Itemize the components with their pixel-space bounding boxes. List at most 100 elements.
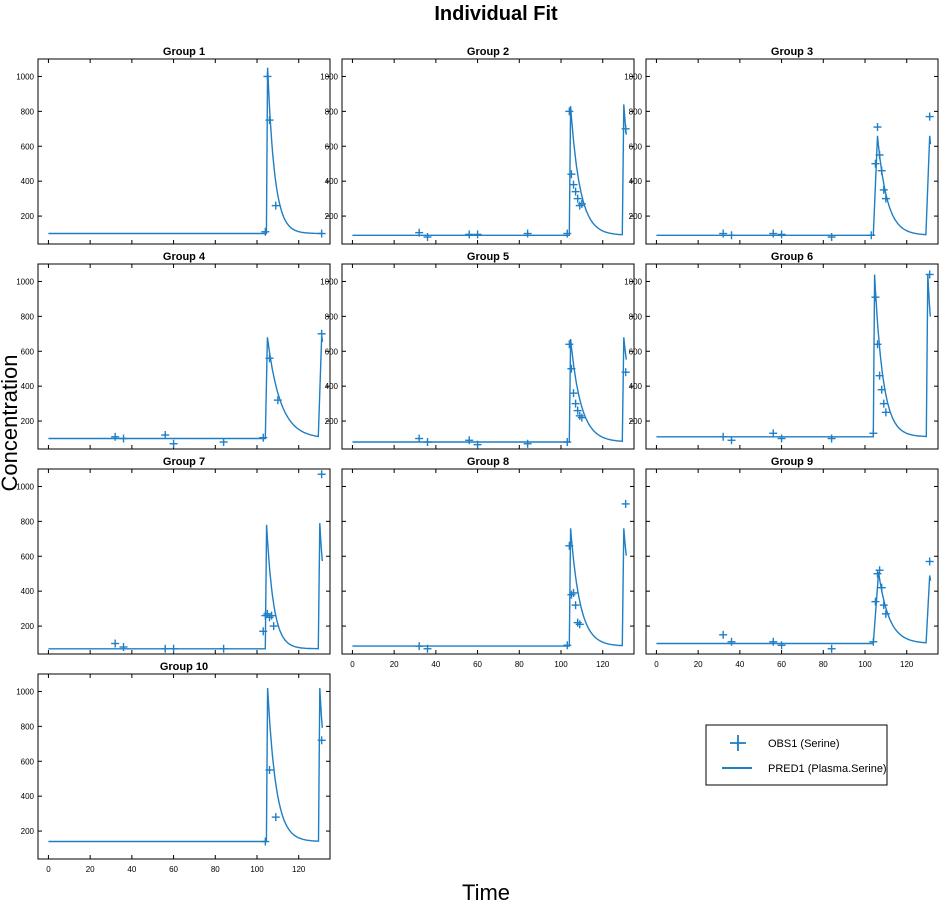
obs-point bbox=[827, 644, 836, 653]
y-tick-label: 200 bbox=[21, 212, 35, 221]
pred-line bbox=[48, 335, 324, 440]
obs-point bbox=[569, 389, 578, 398]
x-tick-label: 20 bbox=[86, 865, 95, 874]
y-tick-label: 600 bbox=[629, 142, 643, 151]
y-tick-label: 600 bbox=[21, 757, 35, 766]
obs-point bbox=[415, 434, 424, 443]
obs-point bbox=[877, 385, 886, 394]
x-tick-label: 0 bbox=[654, 660, 659, 669]
obs-point bbox=[881, 408, 890, 417]
y-tick-label: 200 bbox=[325, 212, 339, 221]
obs-point bbox=[317, 229, 326, 238]
obs-point bbox=[727, 436, 736, 445]
y-tick-label: 200 bbox=[325, 417, 339, 426]
legend-pred-label: PRED1 (Plasma.Serine) bbox=[768, 763, 887, 775]
obs-point bbox=[265, 116, 274, 125]
y-tick-label: 400 bbox=[629, 382, 643, 391]
y-tick-label: 200 bbox=[21, 417, 35, 426]
panel-frame bbox=[37, 263, 331, 450]
y-tick-label: 200 bbox=[21, 622, 35, 631]
legend-obs-marker bbox=[730, 735, 746, 751]
panel-frame bbox=[37, 58, 331, 245]
panel-group-10: Group 10 200 400 600 800 1000 0 20 40 60 80 100 120 bbox=[16, 661, 331, 874]
obs-point bbox=[265, 765, 274, 774]
obs-point bbox=[565, 340, 574, 349]
x-tick-label: 40 bbox=[431, 660, 440, 669]
x-tick-label: 80 bbox=[819, 660, 828, 669]
obs-point bbox=[871, 293, 880, 302]
x-tick-label: 120 bbox=[900, 660, 914, 669]
obs-point bbox=[473, 440, 482, 449]
y-tick-label: 400 bbox=[629, 177, 643, 186]
obs-point bbox=[423, 438, 432, 447]
x-tick-label: 120 bbox=[596, 660, 610, 669]
obs-point bbox=[879, 601, 888, 610]
obs-point bbox=[719, 229, 728, 238]
obs-point bbox=[727, 231, 736, 240]
y-tick-label: 800 bbox=[21, 107, 35, 116]
obs-point bbox=[871, 597, 880, 606]
obs-point bbox=[111, 432, 120, 441]
obs-point bbox=[423, 233, 432, 242]
panel-frame bbox=[341, 263, 635, 450]
pred-line bbox=[352, 337, 627, 443]
obs-point bbox=[263, 72, 272, 81]
pred-line bbox=[656, 571, 932, 645]
obs-point bbox=[777, 641, 786, 650]
pred-line bbox=[656, 274, 931, 438]
obs-point bbox=[573, 406, 582, 415]
y-tick-label: 600 bbox=[629, 347, 643, 356]
panel-group-6: Group 6 200 400 600 800 1000 bbox=[624, 251, 939, 450]
panel-frame bbox=[645, 263, 939, 450]
obs-point bbox=[575, 620, 584, 629]
obs-point bbox=[563, 438, 572, 447]
panel-title: Group 2 bbox=[467, 46, 509, 58]
obs-point bbox=[869, 637, 878, 646]
y-tick-label: 600 bbox=[21, 552, 35, 561]
y-tick-label: 1000 bbox=[16, 72, 34, 81]
x-tick-label: 0 bbox=[350, 660, 355, 669]
obs-point bbox=[269, 622, 278, 631]
obs-point bbox=[465, 230, 474, 239]
panel-title: Group 10 bbox=[160, 661, 208, 673]
panel-frame bbox=[37, 673, 331, 860]
pred-line bbox=[352, 104, 627, 236]
obs-point bbox=[523, 439, 532, 448]
obs-point bbox=[523, 229, 532, 238]
obs-point bbox=[571, 601, 580, 610]
obs-point bbox=[871, 159, 880, 168]
obs-point bbox=[415, 642, 424, 651]
obs-point bbox=[423, 644, 432, 653]
obs-point bbox=[879, 399, 888, 408]
panel-group-7: Group 7 200 400 600 800 1000 bbox=[16, 456, 331, 655]
obs-point bbox=[875, 371, 884, 380]
panel-title: Group 4 bbox=[163, 251, 206, 263]
obs-point bbox=[879, 185, 888, 194]
figure-title: Individual Fit bbox=[434, 3, 558, 25]
x-tick-label: 80 bbox=[515, 660, 524, 669]
obs-point bbox=[777, 230, 786, 239]
obs-point bbox=[877, 583, 886, 592]
panel-group-1: Group 1 200 400 600 800 1000 bbox=[16, 46, 331, 245]
obs-point bbox=[565, 541, 574, 550]
y-tick-label: 1000 bbox=[16, 277, 34, 286]
obs-point bbox=[569, 180, 578, 189]
panel-title: Group 1 bbox=[163, 46, 205, 58]
panel-frame bbox=[37, 468, 331, 655]
panel-group-4: Group 4 200 400 600 800 1000 bbox=[16, 251, 331, 450]
panel-title: Group 3 bbox=[771, 46, 813, 58]
obs-point bbox=[111, 639, 120, 648]
obs-point bbox=[219, 644, 228, 653]
panel-title: Group 9 bbox=[771, 456, 813, 468]
y-tick-label: 600 bbox=[325, 142, 339, 151]
y-tick-label: 1000 bbox=[16, 687, 34, 696]
panel-frame bbox=[341, 58, 635, 245]
legend-obs-label: OBS1 (Serine) bbox=[768, 738, 840, 750]
y-tick-label: 600 bbox=[325, 347, 339, 356]
obs-point bbox=[873, 340, 882, 349]
x-tick-label: 60 bbox=[777, 660, 786, 669]
x-tick-label: 0 bbox=[46, 865, 51, 874]
x-tick-label: 20 bbox=[390, 660, 399, 669]
y-tick-label: 400 bbox=[21, 792, 35, 801]
